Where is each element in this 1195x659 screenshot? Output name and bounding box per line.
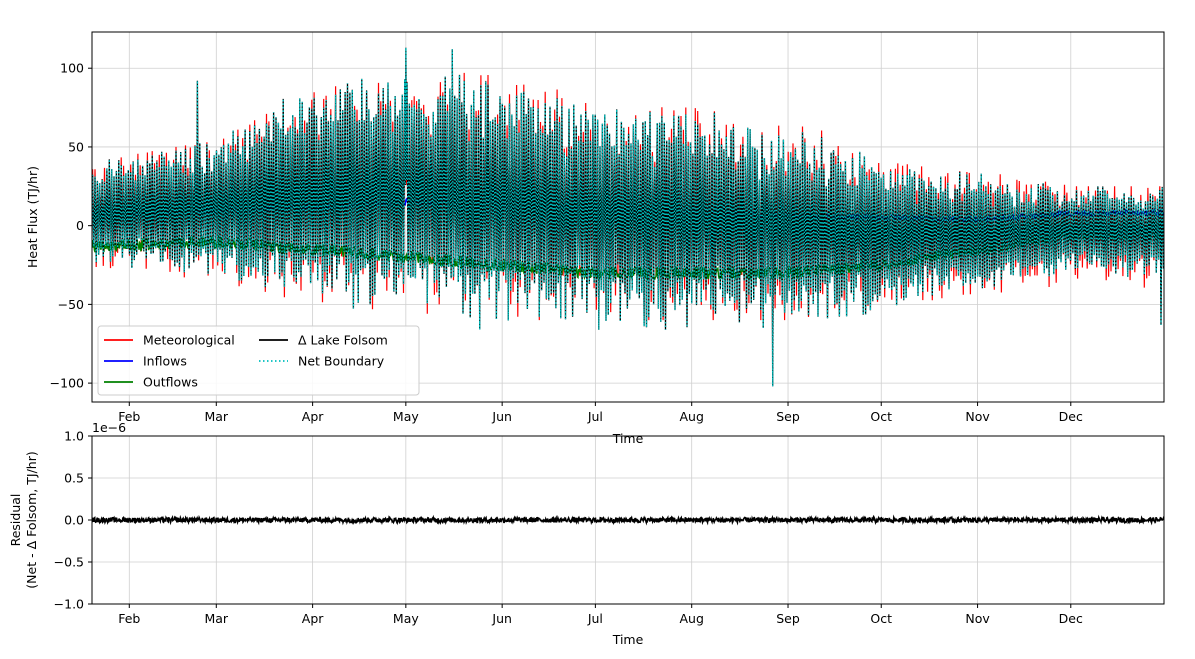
legend-entry-inflows: Inflows: [104, 354, 187, 369]
top-x-axis-label: Time: [612, 431, 644, 446]
top-y-tick-label-3: 50: [68, 139, 84, 154]
bottom-y-tick-label-4: 1.0: [64, 429, 84, 444]
bottom-y-tick-label-3: 0.5: [64, 471, 84, 486]
series-line-residual: [91, 514, 1165, 526]
top-series-group: [92, 47, 1164, 387]
series-line-net-boundary: [92, 47, 1164, 387]
top-x-tick-label-sep: Sep: [776, 409, 800, 424]
bottom-x-tick-label-feb: Feb: [118, 611, 140, 626]
bottom-x-tick-label-may: May: [393, 611, 419, 626]
bottom-series-group: [91, 514, 1165, 526]
top-y-tick-label-2: 0: [76, 218, 84, 233]
legend-entry-meteorological: Meteorological: [104, 333, 235, 348]
legend-entry-delta-lake-folsom: Δ Lake Folsom: [259, 333, 388, 348]
legend-label-inflows: Inflows: [143, 354, 187, 369]
legend: Meteorological Inflows Outflows Δ Lake F…: [97, 325, 420, 396]
bottom-y-axis-label-line2: (Net - Δ Folsom, TJ/hr): [24, 451, 39, 588]
bottom-offset-text: 1e−6: [92, 420, 126, 435]
legend-label-net-boundary: Net Boundary: [298, 354, 385, 369]
bottom-y-ticks: −1.0 −0.5 0.0 0.5 1.0: [54, 429, 92, 612]
bottom-x-tick-label-mar: Mar: [204, 611, 228, 626]
top-plot-frame: [91, 31, 1165, 403]
top-series-clip: [92, 47, 1164, 387]
bottom-x-tick-label-aug: Aug: [679, 611, 703, 626]
legend-label-delta-lake-folsom: Δ Lake Folsom: [298, 333, 388, 348]
bottom-x-tick-label-sep: Sep: [776, 611, 800, 626]
top-x-tick-label-mar: Mar: [204, 409, 228, 424]
top-x-tick-label-nov: Nov: [965, 409, 990, 424]
bottom-x-tick-label-oct: Oct: [870, 611, 892, 626]
bottom-x-axis-label: Time: [612, 632, 644, 647]
bottom-y-tick-label-0: −1.0: [54, 597, 84, 612]
top-x-tick-label-dec: Dec: [1059, 409, 1083, 424]
legend-label-meteorological: Meteorological: [143, 333, 235, 348]
top-x-tick-label-oct: Oct: [870, 409, 892, 424]
legend-entry-net-boundary: Net Boundary: [259, 354, 385, 369]
top-x-ticks: Feb Mar Apr May Jun Jul Aug Sep Oct Nov Dec: [118, 402, 1083, 424]
top-y-ticks: −100 −50 0 50 100: [50, 61, 92, 391]
top-x-tick-label-jul: Jul: [587, 409, 603, 424]
bottom-x-ticks: Feb Mar Apr May Jun Jul Aug Sep Oct Nov Dec: [118, 604, 1083, 626]
bottom-x-tick-label-jun: Jun: [491, 611, 512, 626]
top-y-tick-label-0: −100: [50, 376, 84, 391]
top-x-tick-label-aug: Aug: [679, 409, 703, 424]
bottom-y-tick-label-1: −0.5: [54, 555, 84, 570]
top-x-tick-label-apr: Apr: [302, 409, 324, 424]
top-chart: −100 −50 0 50 100 Feb Mar Apr May Jun Jul Aug Sep Oc…: [25, 31, 1165, 446]
top-x-tick-label-jun: Jun: [491, 409, 512, 424]
top-y-tick-label-1: −50: [58, 297, 84, 312]
top-y-tick-label-4: 100: [60, 61, 84, 76]
bottom-chart: −1.0 −0.5 0.0 0.5 1.0 Feb Mar Apr May Jun Jul Aug S…: [8, 420, 1165, 647]
top-x-tick-label-may: May: [393, 409, 419, 424]
legend-entry-outflows: Outflows: [104, 375, 198, 390]
legend-label-outflows: Outflows: [143, 375, 198, 390]
bottom-x-tick-label-jul: Jul: [587, 611, 603, 626]
bottom-x-tick-label-apr: Apr: [302, 611, 324, 626]
bottom-x-tick-label-dec: Dec: [1059, 611, 1083, 626]
top-x-tick-label-feb: Feb: [118, 409, 140, 424]
bottom-x-tick-label-nov: Nov: [965, 611, 990, 626]
legend-box: [97, 325, 420, 396]
bottom-y-axis-label-line1: Residual: [8, 494, 23, 547]
bottom-y-tick-label-2: 0.0: [64, 513, 84, 528]
top-y-axis-label: Heat Flux (TJ/hr): [25, 166, 40, 268]
